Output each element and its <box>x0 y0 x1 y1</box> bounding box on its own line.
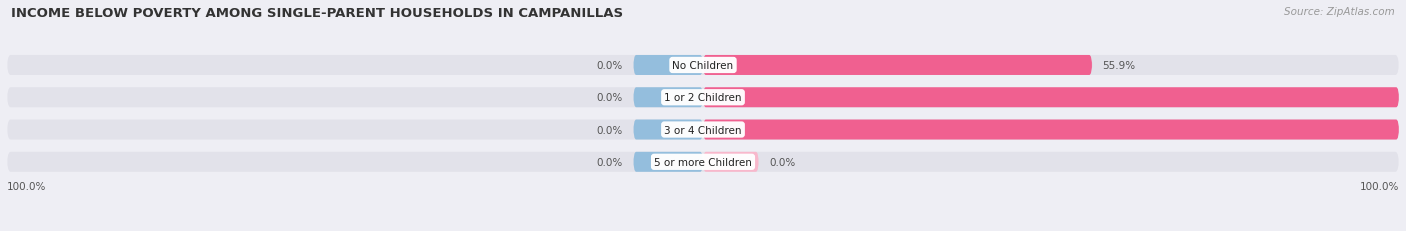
Text: 0.0%: 0.0% <box>596 125 623 135</box>
FancyBboxPatch shape <box>703 88 1399 108</box>
Text: 55.9%: 55.9% <box>1102 61 1136 71</box>
FancyBboxPatch shape <box>703 152 759 172</box>
FancyBboxPatch shape <box>7 120 1399 140</box>
Text: INCOME BELOW POVERTY AMONG SINGLE-PARENT HOUSEHOLDS IN CAMPANILLAS: INCOME BELOW POVERTY AMONG SINGLE-PARENT… <box>11 7 623 20</box>
Text: 100.0%: 100.0% <box>1360 181 1399 191</box>
Text: 0.0%: 0.0% <box>769 157 796 167</box>
Text: 3 or 4 Children: 3 or 4 Children <box>664 125 742 135</box>
FancyBboxPatch shape <box>7 88 1399 108</box>
FancyBboxPatch shape <box>703 56 1092 76</box>
FancyBboxPatch shape <box>633 152 703 172</box>
FancyBboxPatch shape <box>633 56 703 76</box>
FancyBboxPatch shape <box>703 120 1399 140</box>
Text: Source: ZipAtlas.com: Source: ZipAtlas.com <box>1284 7 1395 17</box>
FancyBboxPatch shape <box>7 56 1399 76</box>
Text: 0.0%: 0.0% <box>596 61 623 71</box>
FancyBboxPatch shape <box>633 88 703 108</box>
Text: 0.0%: 0.0% <box>596 157 623 167</box>
FancyBboxPatch shape <box>633 120 703 140</box>
Text: No Children: No Children <box>672 61 734 71</box>
Text: 1 or 2 Children: 1 or 2 Children <box>664 93 742 103</box>
Text: 5 or more Children: 5 or more Children <box>654 157 752 167</box>
Text: 0.0%: 0.0% <box>596 93 623 103</box>
Text: 100.0%: 100.0% <box>7 181 46 191</box>
FancyBboxPatch shape <box>7 152 1399 172</box>
